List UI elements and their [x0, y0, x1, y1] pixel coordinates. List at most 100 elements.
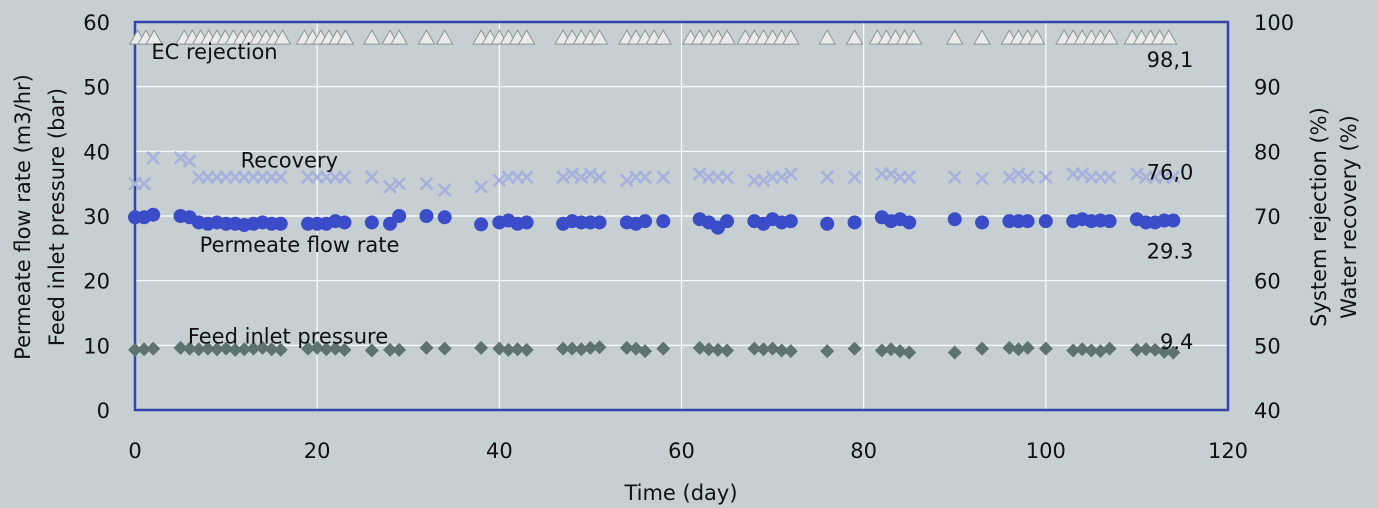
feed-inlet-pressure-point	[1139, 342, 1154, 357]
feed-inlet-pressure-point	[237, 342, 252, 357]
permeate-flow-rate-point	[364, 215, 379, 230]
feed-inlet-pressure-point	[1020, 340, 1035, 355]
recovery-point	[419, 176, 434, 191]
ec-rejection-point	[654, 29, 673, 45]
feed-inlet-pressure-point	[1011, 342, 1026, 357]
recovery-point	[364, 170, 379, 185]
permeate-flow-rate-point	[656, 214, 671, 229]
feed-inlet-pressure-point	[146, 341, 161, 356]
permeate-flow-rate-point	[1102, 214, 1117, 229]
recovery-point	[519, 170, 534, 185]
feed-inlet-pressure-point	[219, 341, 234, 356]
ec-rejection-point	[945, 29, 964, 45]
recovery-point	[592, 170, 607, 185]
permeate-flow-rate-point	[592, 215, 607, 230]
y-tick-label-right: 90	[1254, 76, 1281, 100]
feed-inlet-pressure-point	[228, 342, 243, 357]
x-tick-label: 40	[486, 439, 513, 463]
x-tick-label: 0	[128, 439, 141, 463]
recovery-point	[692, 167, 707, 181]
recovery-point	[182, 154, 197, 168]
x-tick-label: 60	[668, 439, 695, 463]
y-tick-label-right: 70	[1254, 205, 1281, 229]
feed-inlet-pressure-point	[592, 340, 607, 355]
x-tick-label: 120	[1208, 439, 1248, 463]
recovery-point	[556, 170, 571, 185]
ec-rejection-point	[818, 29, 837, 45]
feed-inlet-pressure-point	[1157, 344, 1172, 359]
feed-inlet-pressure-point	[1129, 342, 1144, 357]
grid	[134, 21, 1229, 411]
permeate-flow-rate-point	[1038, 214, 1053, 229]
feed-inlet-pressure-point	[710, 342, 725, 357]
recovery-point	[1038, 170, 1053, 185]
annotations: EC rejection Recovery Permeate flow rate Fe…	[151, 40, 1193, 354]
recovery-point	[1075, 167, 1090, 181]
recovery-point	[975, 171, 989, 186]
feed-inlet-pressure-point	[701, 342, 716, 357]
feed-inlet-pressure-point	[364, 343, 379, 358]
recovery-series	[128, 150, 1181, 198]
feed-inlet-pressure-point	[975, 341, 990, 356]
feed-inlet-pressure-point	[820, 344, 835, 359]
recovery-point	[884, 167, 898, 181]
recovery-point	[774, 170, 789, 185]
recovery-point	[756, 173, 771, 188]
feed-inlet-pressure-point	[883, 342, 898, 357]
feed-inlet-pressure-point	[510, 342, 525, 357]
feed-inlet-pressure-point	[774, 343, 789, 358]
permeate-flow-rate-point	[337, 215, 352, 230]
annotation-76-0: 76,0	[1147, 160, 1194, 184]
feed-inlet-pressure-point	[182, 341, 197, 356]
recovery-point	[583, 167, 598, 181]
feed-inlet-pressure-point	[574, 342, 589, 357]
recovery-point	[1020, 170, 1035, 185]
y-tick-label-right: 40	[1254, 399, 1281, 423]
feed-inlet-pressure-point	[301, 341, 316, 356]
permeate-flow-rate-point	[146, 207, 161, 222]
feed-inlet-pressure-point	[565, 341, 580, 356]
x-tick-label: 20	[304, 439, 331, 463]
feed-inlet-pressure-point	[137, 342, 152, 357]
y-tick-label-left: 20	[83, 270, 110, 294]
recovery-point	[565, 167, 580, 181]
feed-inlet-pressure-point	[1038, 341, 1053, 356]
annotation-29-3: 29.3	[1147, 239, 1194, 263]
ec-rejection-series	[128, 29, 1178, 45]
feed-inlet-pressure-point	[419, 340, 434, 355]
recovery-point	[574, 170, 589, 185]
feed-inlet-pressure-point	[847, 341, 862, 356]
feed-inlet-pressure-point	[619, 340, 634, 355]
recovery-point	[146, 150, 161, 165]
feed-inlet-pressure-point	[128, 342, 142, 357]
feed-inlet-pressure-point	[783, 344, 798, 359]
feed-inlet-pressure-point	[328, 341, 343, 356]
permeate-flow-rate-point	[383, 216, 398, 231]
x-tick-label: 80	[850, 439, 877, 463]
annotation-recovery: Recovery	[241, 149, 338, 173]
annotation-ec-rejection: EC rejection	[151, 40, 277, 64]
feed-inlet-pressure-point	[1148, 342, 1163, 357]
tick-labels: 0 20 40 60 80 100 120 0 10 20 30 40 50 60 40 50 60 70 80 90…	[83, 11, 1294, 463]
y-tick-label-right: 50	[1254, 334, 1281, 358]
feed-inlet-pressure-point	[310, 340, 325, 355]
feed-inlet-pressure-point	[173, 340, 188, 355]
recovery-point	[638, 170, 652, 185]
recovery-point	[1002, 170, 1017, 185]
permeate-flow-rate-point	[474, 217, 489, 232]
feed-inlet-pressure-point	[756, 342, 771, 357]
annotation-feed-inlet-pressure: Feed inlet pressure	[188, 325, 388, 349]
feed-inlet-pressure-point	[556, 341, 571, 356]
y-tick-label-right: 80	[1254, 140, 1281, 164]
y-axis-title-left-2: Feed inlet pressure (bar)	[45, 88, 69, 346]
recovery-point	[1011, 167, 1026, 181]
feed-inlet-pressure-point	[765, 341, 780, 356]
recovery-point	[137, 176, 152, 191]
permeate-flow-rate-point	[519, 215, 534, 230]
ec-rejection-point	[590, 29, 609, 45]
y-tick-label-left: 0	[97, 399, 110, 423]
feed-inlet-pressure-point	[902, 345, 917, 360]
permeate-flow-rate-point	[847, 215, 862, 230]
